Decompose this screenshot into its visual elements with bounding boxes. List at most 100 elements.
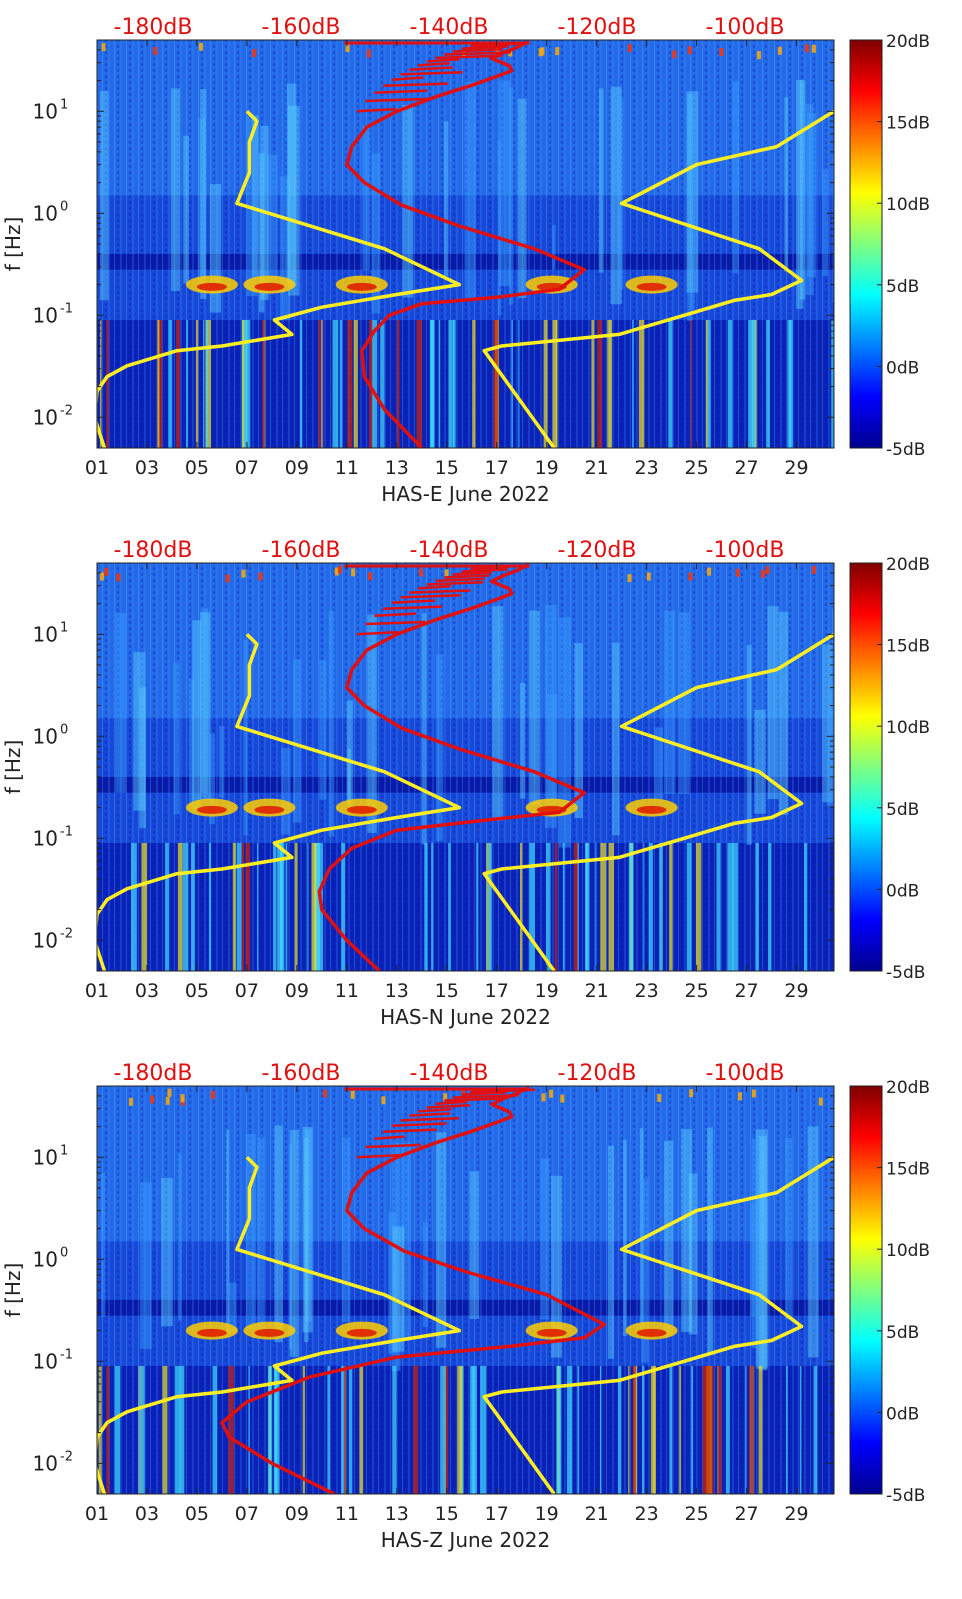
microseism-core xyxy=(196,1328,227,1337)
spectrogram-streak xyxy=(258,153,265,313)
spectrogram-streak xyxy=(183,135,189,284)
spectrogram-bar xyxy=(429,319,435,448)
spectrogram-streak xyxy=(492,606,504,821)
colorbar-tick-label: 20dB xyxy=(886,555,930,575)
spectrogram-hotspot xyxy=(350,1090,355,1099)
spectrogram-streak xyxy=(100,1173,106,1317)
spectrogram-bar xyxy=(758,1365,763,1494)
spectrogram-bar xyxy=(347,319,353,448)
spectrogram-hotspot xyxy=(687,46,692,55)
colorbar-tick-label: 20dB xyxy=(886,1078,930,1098)
spectrogram-bar xyxy=(716,842,721,971)
spectrogram-streak xyxy=(342,1137,351,1323)
spectrogram-streak xyxy=(367,614,377,834)
spectrogram-streak xyxy=(598,88,604,273)
spectrogram-image xyxy=(97,40,834,448)
x-tick-label: 27 xyxy=(734,457,758,479)
spectrogram-streak xyxy=(288,105,300,296)
top-db-tick-label: -180dB xyxy=(114,538,193,563)
spectrogram-hotspot xyxy=(756,51,761,60)
x-tick-label: 13 xyxy=(385,457,409,479)
top-db-tick-label: -140dB xyxy=(410,1061,489,1086)
spectrogram-streak xyxy=(517,98,527,299)
spectrogram-hotspot xyxy=(818,1097,823,1106)
psd-curve xyxy=(345,40,586,448)
spectrogram-streak xyxy=(444,121,449,277)
spectrogram-bar xyxy=(493,319,499,448)
spectrogram-bar xyxy=(232,842,236,971)
spectrogram-bar xyxy=(518,319,520,448)
spectrogram-bar xyxy=(562,842,565,971)
colorbar: 20dB 15dB 10dB 5dB 0dB -5dB xyxy=(849,32,930,460)
spectrogram-streak xyxy=(805,104,814,295)
spectrogram-bar xyxy=(440,1365,446,1494)
spectrogram-bar xyxy=(755,842,759,971)
spectrogram-bar xyxy=(595,842,597,971)
spectrogram-streak xyxy=(799,80,806,300)
spectrogram-streak xyxy=(574,643,583,819)
psd-spike xyxy=(365,97,430,103)
spectrogram-bar xyxy=(573,842,578,971)
x-tick-label: 21 xyxy=(585,457,609,479)
top-db-axis: -180dB -160dB -140dB -120dB -100dB xyxy=(114,1061,785,1086)
spectrogram-hotspot xyxy=(180,1094,185,1103)
spectrogram-streak xyxy=(281,747,291,835)
spectrogram-bar xyxy=(642,1365,645,1494)
spectrogram-bar xyxy=(307,842,309,971)
y-tick-label: 10 xyxy=(33,201,58,225)
x-tick-label: 25 xyxy=(684,1503,708,1525)
psd-curve xyxy=(220,1086,606,1494)
spectrogram-bar xyxy=(371,319,378,448)
curves xyxy=(97,563,834,971)
spectrogram-streak xyxy=(200,89,207,299)
spectrogram-hotspot xyxy=(418,568,423,577)
x-axis-label: HAS-E June 2022 xyxy=(381,482,549,506)
spectrogram-bar xyxy=(543,319,548,448)
colorbar-tick-label: 10dB xyxy=(886,1241,930,1261)
spectrogram-bar xyxy=(349,1365,353,1494)
spectrogram-bar xyxy=(203,319,205,448)
spectrogram-bar xyxy=(179,1365,185,1494)
high-noise-model-curve xyxy=(482,1155,834,1494)
spectrogram-bar xyxy=(208,842,212,971)
colorbar: 20dB 15dB 10dB 5dB 0dB -5dB xyxy=(849,555,930,983)
x-tick-label: 09 xyxy=(285,457,309,479)
psd-spike xyxy=(426,581,484,586)
spectrogram-streak xyxy=(758,1136,767,1371)
spectrogram-streak xyxy=(362,125,371,271)
psd-spike xyxy=(391,76,424,81)
spectrogram-bar xyxy=(431,842,434,971)
x-tick-label: 13 xyxy=(385,980,409,1002)
spectrogram-bar xyxy=(195,319,199,448)
spectrogram-streak xyxy=(177,1153,182,1321)
microseism-core xyxy=(196,805,227,814)
spectrogram-hotspot xyxy=(657,1094,662,1103)
spectrogram-hotspot xyxy=(345,44,350,53)
spectrogram-streak xyxy=(550,1175,563,1358)
spectrogram-streak xyxy=(288,1144,293,1350)
spectrogram-hotspot xyxy=(461,1088,466,1097)
spectrogram-hotspot xyxy=(735,568,740,577)
spectrogram-bar xyxy=(424,842,428,971)
spectrogram-bar xyxy=(339,319,343,448)
spectrogram-streak xyxy=(508,87,514,305)
spectrogram-bar xyxy=(653,1365,655,1494)
x-tick-label: 29 xyxy=(784,457,808,479)
psd-spike xyxy=(409,589,471,594)
spectrogram-bar xyxy=(591,319,595,448)
psd-spike xyxy=(452,1094,519,1099)
microseism-core xyxy=(346,282,377,291)
spectrogram-streak xyxy=(544,605,557,828)
spectrogram-streak xyxy=(402,104,414,298)
spectrogram-bar xyxy=(302,1365,305,1494)
spectrogram-streak xyxy=(266,154,278,283)
spectrogram-bar xyxy=(182,842,189,971)
x-tick-label: 27 xyxy=(734,1503,758,1525)
spectrogram-bar xyxy=(727,842,734,971)
spectrogram-streak xyxy=(161,1177,173,1327)
spectrogram-bar xyxy=(726,1365,730,1494)
x-tick-label: 03 xyxy=(135,457,159,479)
spectrogram-hotspot xyxy=(334,567,339,576)
